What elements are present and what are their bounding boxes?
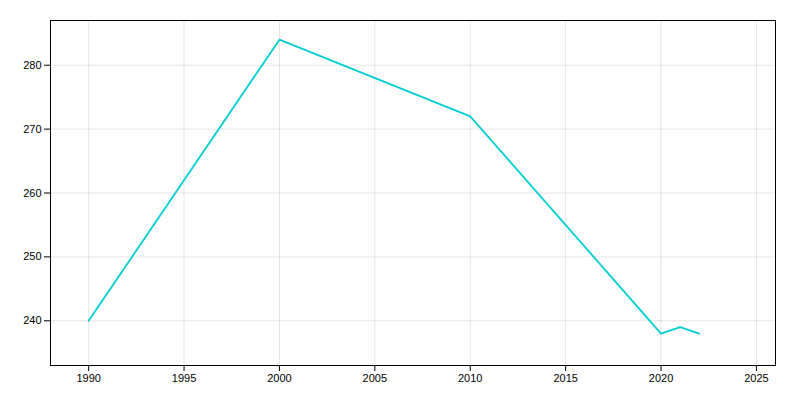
svg-text:2010: 2010 — [458, 372, 482, 384]
svg-text:1995: 1995 — [172, 372, 196, 384]
svg-text:260: 260 — [23, 187, 41, 199]
svg-text:2015: 2015 — [553, 372, 577, 384]
svg-text:1990: 1990 — [76, 372, 100, 384]
svg-text:2025: 2025 — [744, 372, 768, 384]
svg-text:2005: 2005 — [363, 372, 387, 384]
svg-text:2020: 2020 — [649, 372, 673, 384]
svg-text:2000: 2000 — [267, 372, 291, 384]
svg-text:250: 250 — [23, 250, 41, 262]
svg-text:270: 270 — [23, 123, 41, 135]
svg-text:280: 280 — [23, 59, 41, 71]
svg-text:240: 240 — [23, 314, 41, 326]
